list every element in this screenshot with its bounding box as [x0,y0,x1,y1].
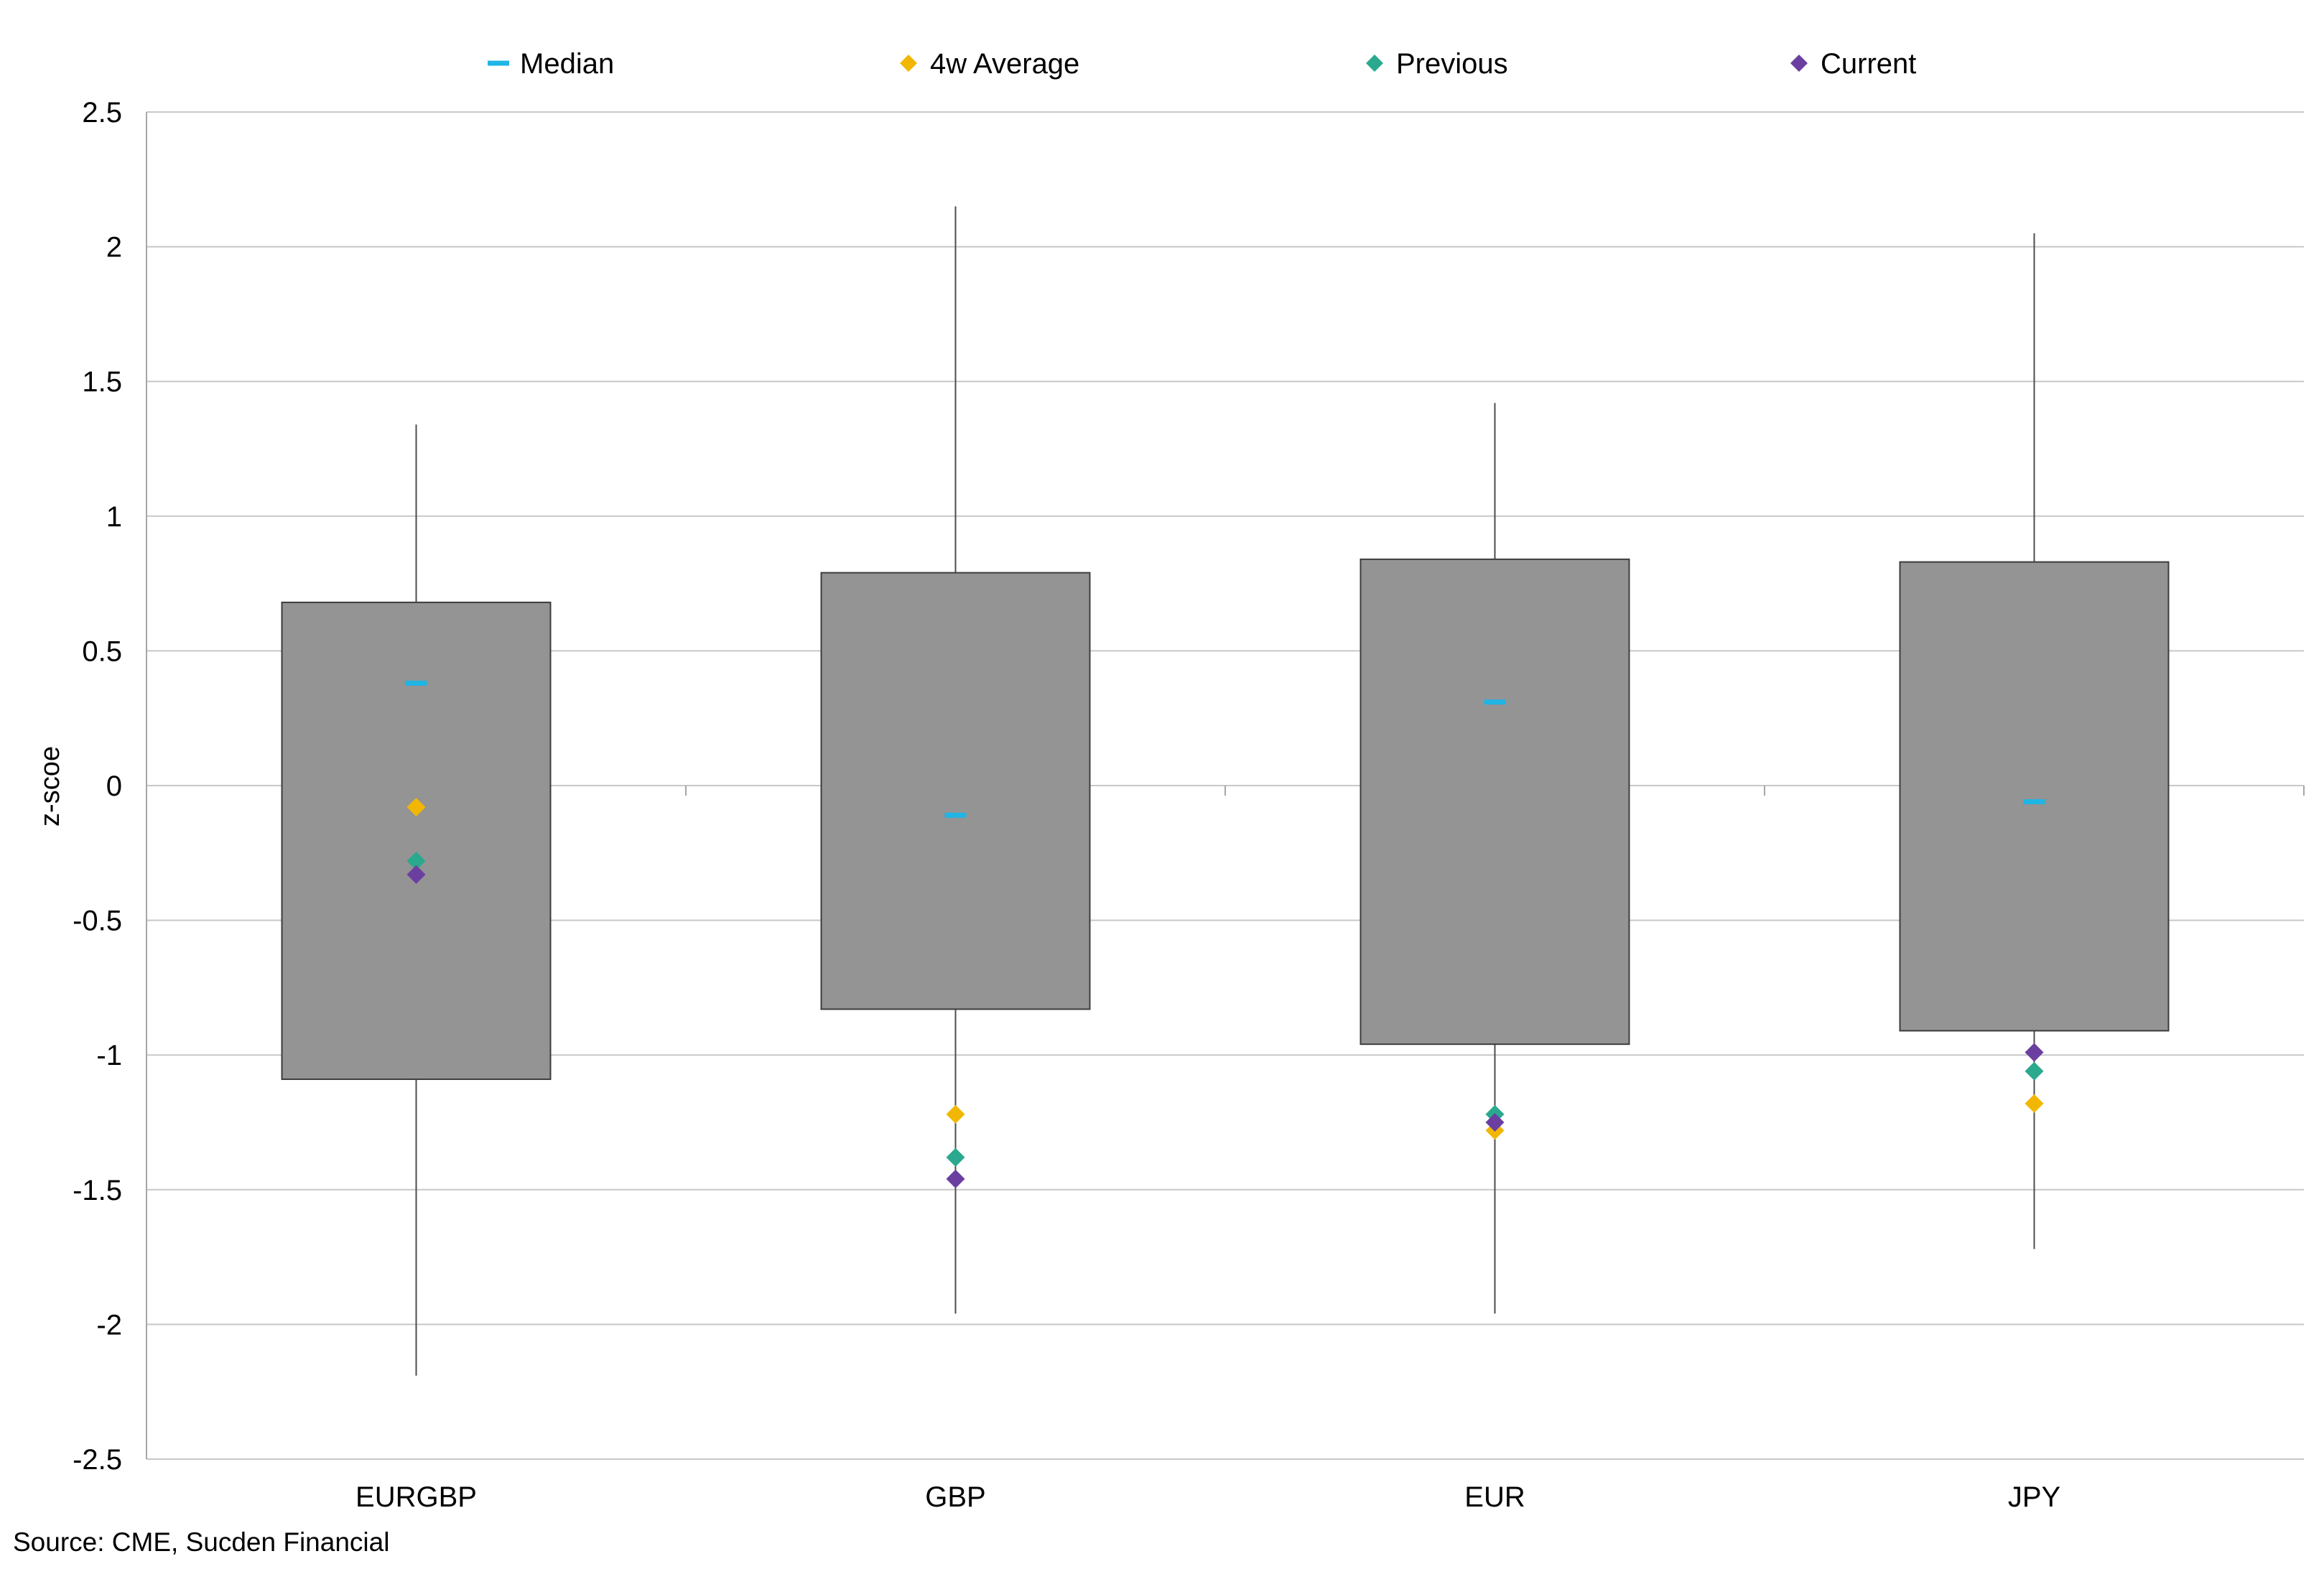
x-tick-label: JPY [2008,1481,2060,1513]
median-marker [405,680,427,686]
median-marker [1484,699,1506,705]
current-marker [1485,1113,1505,1132]
median-marker [2023,799,2045,805]
y-tick-label: -2.5 [73,1444,122,1476]
y-tick-label: 0 [106,770,122,802]
box-eur [1359,558,1630,1046]
y-tick-label: -2 [96,1309,122,1341]
box-gbp [820,572,1091,1010]
source-note: Source: CME, Sucden Financial [13,1527,389,1557]
x-tick-label: EUR [1464,1481,1525,1513]
y-tick-label: 0.5 [82,635,122,667]
median-marker [944,812,967,818]
current-marker [2025,1043,2044,1062]
y-tick-label: 1 [106,501,122,533]
previous-marker [406,852,426,871]
y-axis-title: z-scoe [35,746,65,827]
legend-current-label: Current [1821,48,1916,80]
y-tick-label: 2.5 [82,97,122,129]
legend-current-swatch [1790,55,1808,72]
current-marker [406,865,426,884]
current-marker [946,1169,965,1188]
legend-median-label: Median [520,48,614,80]
previous-marker [2025,1061,2044,1081]
axes: 2.5 2 1.5 1 0.5 0 -0.5 -1 -1.5 -2 -2.5 EURGBP GBP EUR… [73,97,2305,1513]
x-tick-label: GBP [925,1481,985,1513]
y-tick-label: -1.5 [73,1175,122,1206]
legend-median-swatch [488,60,509,66]
4w-average-marker [2025,1094,2044,1113]
legend-previous-label: Previous [1396,48,1508,80]
legend-previous-swatch [1366,55,1383,72]
4w-average-marker [406,798,426,817]
x-tick-label: EURGBP [355,1481,477,1513]
box-jpy [1899,561,2170,1032]
y-tick-label: -0.5 [73,905,122,937]
legend-4w-average-label: 4w Average [930,48,1079,80]
4w-average-marker [946,1104,965,1124]
previous-marker [946,1147,965,1167]
y-tick-label: -1 [96,1040,122,1071]
y-tick-label: 2 [106,232,122,264]
markers [405,680,2045,1188]
box-eurgbp [281,601,552,1080]
y-tick-label: 1.5 [82,366,122,398]
legend: Median 4w Average Previous Current [488,48,1916,80]
legend-4w-average-swatch [900,55,917,72]
